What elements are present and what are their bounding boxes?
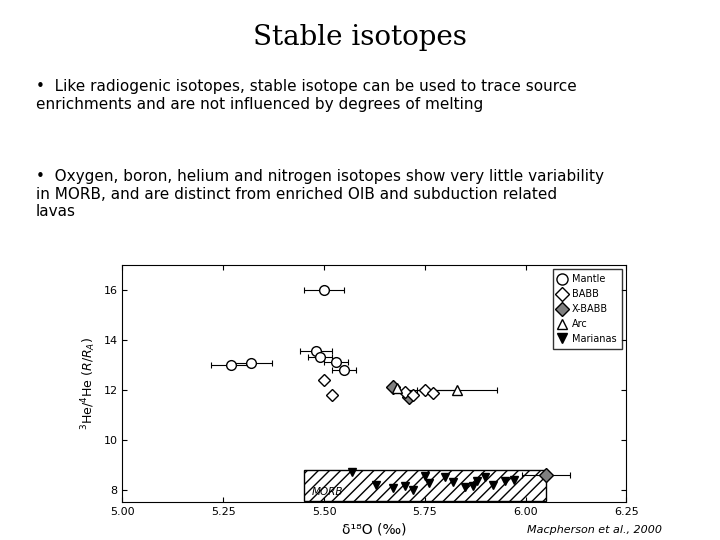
- Text: •  Like radiogenic isotopes, stable isotope can be used to trace source
enrichme: • Like radiogenic isotopes, stable isoto…: [36, 79, 577, 112]
- X-axis label: δ¹⁸O (‰): δ¹⁸O (‰): [342, 523, 407, 537]
- Text: Stable isotopes: Stable isotopes: [253, 24, 467, 51]
- Text: •  Oxygen, boron, helium and nitrogen isotopes show very little variability
in M: • Oxygen, boron, helium and nitrogen iso…: [36, 169, 604, 219]
- Legend: Mantle, BABB, X-BABB, Arc, Marianas: Mantle, BABB, X-BABB, Arc, Marianas: [553, 269, 621, 349]
- Text: Macpherson et al., 2000: Macpherson et al., 2000: [527, 524, 662, 535]
- Y-axis label: $^3$He/$^4$He ($R/R_A$): $^3$He/$^4$He ($R/R_A$): [79, 337, 98, 430]
- Text: MORB: MORB: [312, 487, 343, 497]
- Bar: [304, 470, 546, 501]
